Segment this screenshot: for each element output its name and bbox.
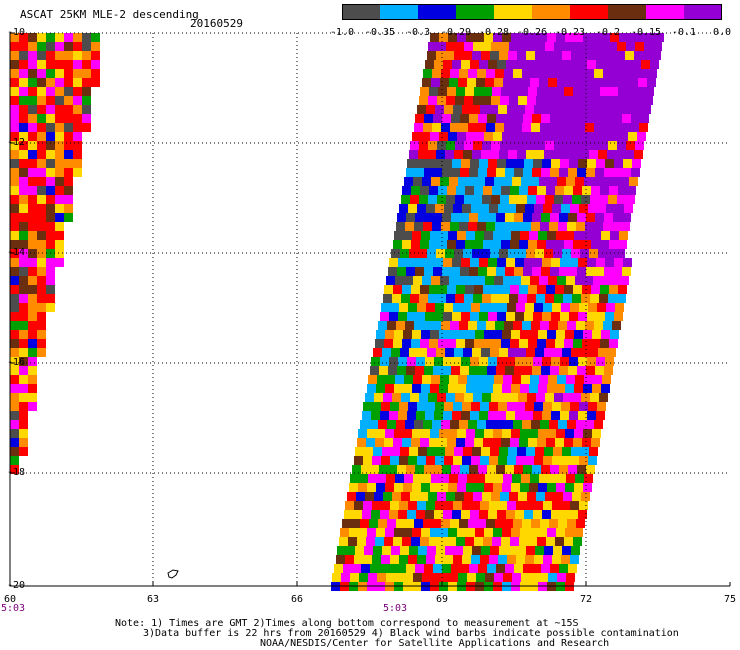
- legend-tick-label: -0.23: [554, 27, 586, 38]
- lon-label: 72: [579, 594, 593, 605]
- legend-swatch: [456, 4, 494, 20]
- legend-tick-label: -0.28: [478, 27, 510, 38]
- legend-tick-label: -0.3: [405, 27, 431, 38]
- legend-tick-label: -0.15: [630, 27, 662, 38]
- legend-swatch: [646, 4, 684, 20]
- legend-swatch: [684, 4, 722, 20]
- lon-label: 75: [723, 594, 737, 605]
- legend-colorbar: [342, 4, 722, 20]
- legend-tick-label: -0.29: [440, 27, 472, 38]
- lon-label: 63: [146, 594, 160, 605]
- legend-tick-label: -0.1: [671, 27, 697, 38]
- lat-label: -12: [7, 137, 26, 148]
- map-title: ASCAT 25KM MLE-2 descending: [20, 8, 199, 21]
- island-outline: [167, 569, 179, 579]
- swath-cells: [10, 33, 664, 591]
- lat-label: -10: [7, 27, 26, 38]
- legend-border: [342, 4, 722, 20]
- legend-tick-label: -1.0: [329, 27, 355, 38]
- legend-tick-label: 0.0: [712, 27, 732, 38]
- legend-swatch: [608, 4, 646, 20]
- lon-label: 66: [290, 594, 304, 605]
- lon-label: 60: [3, 594, 17, 605]
- lat-label: -16: [7, 357, 26, 368]
- note-line-1: Note: 1) Times are GMT 2)Times along bot…: [115, 618, 579, 629]
- lat-lon-grid: [10, 32, 730, 586]
- legend-swatch: [418, 4, 456, 20]
- note-line-2: 3)Data buffer is 22 hrs from 20160529 4)…: [143, 628, 679, 639]
- legend-swatch: [380, 4, 418, 20]
- lat-label: -14: [7, 247, 26, 258]
- lon-label: 69: [435, 594, 449, 605]
- color-legend: [342, 4, 727, 30]
- map-date: 20160529: [190, 17, 243, 30]
- note-line-3: NOAA/NESDIS/Center for Satellite Applica…: [260, 638, 610, 649]
- swath-time: 5:03: [1, 603, 26, 614]
- lat-label: -18: [7, 467, 26, 478]
- legend-tick-label: -0.35: [364, 27, 396, 38]
- legend-swatch: [570, 4, 608, 20]
- swath-time: 5:03: [383, 603, 408, 614]
- legend-tick-label: -0.2: [595, 27, 621, 38]
- lat-label: -20: [7, 580, 26, 591]
- legend-swatch: [494, 4, 532, 20]
- legend-swatch: [532, 4, 570, 20]
- map-frame: [9, 32, 731, 587]
- legend-swatch: [342, 4, 380, 20]
- legend-tick-label: -0.26: [516, 27, 548, 38]
